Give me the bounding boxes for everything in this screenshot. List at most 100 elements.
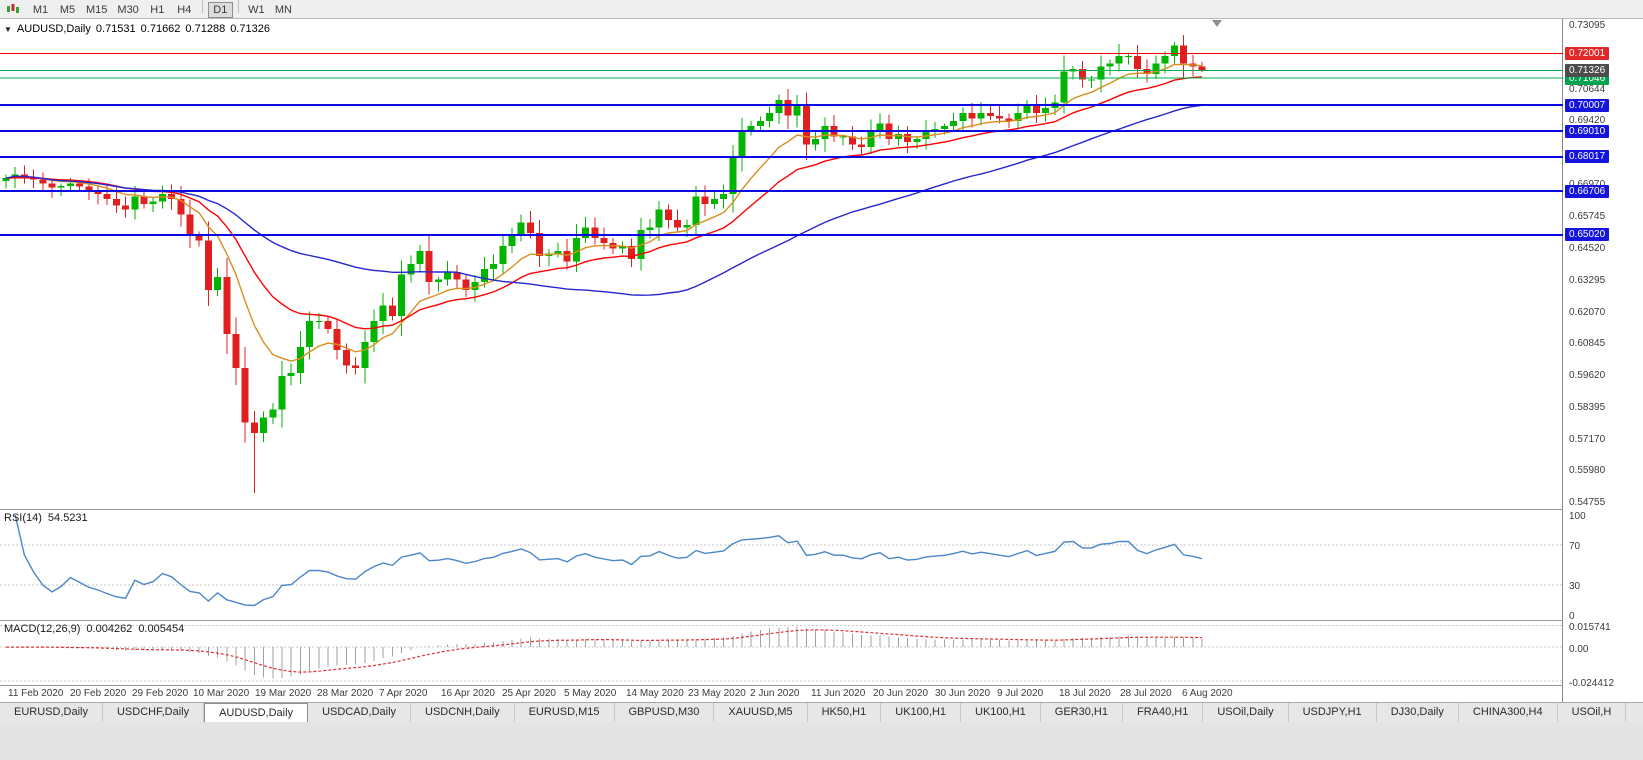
timeframe-button-h4[interactable]: H4 <box>177 4 192 16</box>
chart-tab-16[interactable]: CHINA300,H4 <box>1458 703 1558 722</box>
macd-panel[interactable]: MACD(12,26,9) 0.004262 0.005454 <box>0 621 1563 686</box>
date-label: 14 May 2020 <box>626 688 684 699</box>
price-tick: 0.73095 <box>1569 20 1606 31</box>
timeframe-button-h1[interactable]: H1 <box>150 4 165 16</box>
timeframe-button-m5[interactable]: M5 <box>59 4 76 16</box>
date-label: 20 Feb 2020 <box>70 688 127 699</box>
date-label: 25 Apr 2020 <box>502 688 556 699</box>
date-label: 19 Mar 2020 <box>255 688 312 699</box>
rsi-axis-label: 30 <box>1569 581 1581 592</box>
timeframe-button-mn[interactable]: MN <box>274 4 292 16</box>
timeframe-buttons: M1 M5 M15 M30 H1 H4 D1 W1 MN <box>27 0 297 18</box>
date-label: 5 May 2020 <box>564 688 617 699</box>
timeframe-toolbar: M1 M5 M15 M30 H1 H4 D1 W1 MN <box>0 0 1643 19</box>
price-line-badge: 0.72001 <box>1565 47 1610 60</box>
macd-main-value: 0.004262 <box>86 623 133 635</box>
price-tick: 0.59620 <box>1569 370 1606 381</box>
price-tick: 0.63295 <box>1569 275 1606 286</box>
macd-plot[interactable] <box>0 621 1563 685</box>
date-label: 29 Feb 2020 <box>132 688 189 699</box>
price-tick: 0.65745 <box>1569 211 1606 222</box>
toolbar-divider <box>201 0 203 13</box>
rsi-name: RSI(14) <box>4 512 42 524</box>
price-line-badge: 0.69010 <box>1565 125 1610 138</box>
chart-tab-4[interactable]: USDCNH,Daily <box>411 703 515 722</box>
timeframe-button-d1[interactable]: D1 <box>207 2 233 18</box>
candlestick-icon <box>7 4 19 13</box>
price-tick: 0.57170 <box>1569 434 1606 445</box>
chart-tab-13[interactable]: USOil,Daily <box>1203 703 1289 722</box>
chart-tab-0[interactable]: EURUSD,Daily <box>0 703 103 722</box>
chart-tab-11[interactable]: GER30,H1 <box>1040 703 1123 722</box>
date-label: 11 Jun 2020 <box>811 688 866 699</box>
chart-tab-8[interactable]: HK50,H1 <box>807 703 882 722</box>
chart-tab-6[interactable]: GBPUSD,M30 <box>614 703 715 722</box>
rsi-panel[interactable]: RSI(14) 54.5231 <box>0 510 1563 621</box>
price-tick: 0.54755 <box>1569 497 1606 508</box>
toolbar-divider <box>237 0 239 13</box>
chart-tab-2[interactable]: AUDUSD,Daily <box>204 703 309 722</box>
main-chart[interactable]: ▼ AUDUSD,Daily 0.71531 0.71662 0.71288 0… <box>0 19 1563 510</box>
date-label: 7 Apr 2020 <box>379 688 428 699</box>
chart-shift-marker[interactable] <box>1212 20 1222 27</box>
chart-tabs-bar: EURUSD,Daily USDCHF,Daily AUDUSD,Daily USDC… <box>0 702 1643 722</box>
price-line-badge: 0.70007 <box>1565 99 1610 112</box>
date-label: 2 Jun 2020 <box>750 688 800 699</box>
rsi-axis-label: 100 <box>1569 511 1586 522</box>
chart-workspace: ▼ AUDUSD,Daily 0.71531 0.71662 0.71288 0… <box>0 19 1643 702</box>
date-label: 10 Mar 2020 <box>193 688 250 699</box>
candlestick-plot[interactable] <box>0 19 1563 510</box>
chart-symbol-period: AUDUSD,Daily <box>16 23 91 35</box>
date-label: 16 Apr 2020 <box>441 688 495 699</box>
macd-axis-label: 0.015741 <box>1569 622 1611 633</box>
price-axis[interactable]: 0.73095 0.70644 0.69420 0.66970 0.65745 0.645… <box>1564 19 1643 702</box>
current-price-badge: 0.71326 <box>1565 64 1610 77</box>
price-tick: 0.62070 <box>1569 307 1606 318</box>
ohlc-open: 0.71531 <box>95 23 136 35</box>
macd-axis-label: -0.024412 <box>1569 678 1615 689</box>
chart-tab-1[interactable]: USDCHF,Daily <box>102 703 205 722</box>
ohlc-close: 0.71326 <box>230 23 270 35</box>
date-label: 30 Jun 2020 <box>935 688 991 699</box>
chart-tab-7[interactable]: XAUUSD,M5 <box>714 703 808 722</box>
rsi-value: 54.5231 <box>47 512 88 524</box>
timeframe-button-w1[interactable]: W1 <box>248 4 265 16</box>
date-label: 18 Jul 2020 <box>1059 688 1111 699</box>
macd-signal-value: 0.005454 <box>138 623 185 635</box>
chart-tab-14[interactable]: USDJPY,H1 <box>1288 703 1377 722</box>
chart-tab-15[interactable]: DJ30,Daily <box>1376 703 1459 722</box>
ohlc-low: 0.71288 <box>185 23 226 35</box>
ohlc-high: 0.71662 <box>140 23 181 35</box>
date-label: 9 Jul 2020 <box>997 688 1044 699</box>
chart-menu-icon[interactable]: ▼ <box>4 24 12 34</box>
price-tick: 0.69420 <box>1569 115 1606 126</box>
price-tick: 0.58395 <box>1569 402 1606 413</box>
price-tick: 0.66970 <box>1569 179 1605 190</box>
date-label: 20 Jun 2020 <box>873 688 929 699</box>
rsi-axis-label: 70 <box>1569 541 1581 552</box>
chart-tab-3[interactable]: USDCAD,Daily <box>308 703 412 722</box>
chart-title: ▼ AUDUSD,Daily 0.71531 0.71662 0.71288 0… <box>4 23 270 35</box>
timeframe-button-m15[interactable]: M15 <box>86 4 108 16</box>
price-tick: 0.64520 <box>1569 243 1606 254</box>
price-tick: 0.60845 <box>1569 338 1606 349</box>
chart-tab-17[interactable]: USOil,H <box>1557 703 1627 722</box>
timeframe-button-m30[interactable]: M30 <box>117 4 139 16</box>
price-line-badge: 0.65020 <box>1565 228 1610 241</box>
price-tick: 0.70644 <box>1569 84 1606 95</box>
status-area <box>0 722 1643 759</box>
chart-tab-10[interactable]: UK100,H1 <box>961 703 1041 722</box>
chart-tab-5[interactable]: EURUSD,M15 <box>514 703 615 722</box>
rsi-axis-label: 0 <box>1569 611 1575 622</box>
rsi-plot[interactable] <box>0 510 1563 620</box>
date-label: 28 Mar 2020 <box>317 688 374 699</box>
time-axis[interactable]: 11 Feb 2020 20 Feb 2020 29 Feb 2020 10 Mar … <box>0 686 1563 702</box>
chart-periods-icon[interactable] <box>3 2 23 17</box>
date-label: 11 Feb 2020 <box>8 688 64 699</box>
macd-name: MACD(12,26,9) <box>4 623 81 635</box>
chart-tab-12[interactable]: FRA40,H1 <box>1122 703 1204 722</box>
chart-tab-9[interactable]: UK100,H1 <box>881 703 962 722</box>
timeframe-button-m1[interactable]: M1 <box>32 4 49 16</box>
price-line-badge: 0.66706 <box>1565 185 1610 198</box>
